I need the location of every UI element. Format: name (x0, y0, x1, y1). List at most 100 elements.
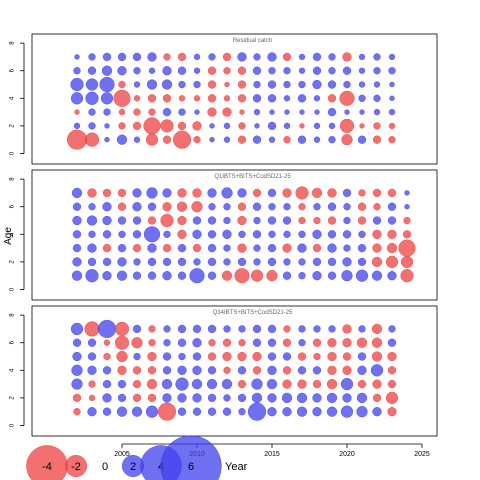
residual-bubble (282, 271, 292, 280)
residual-bubble (147, 216, 157, 225)
residual-bubble (298, 339, 306, 347)
residual-bubble (357, 365, 367, 375)
residual-bubble (313, 122, 321, 130)
residual-bubble (311, 187, 323, 199)
x-tick-label: 2020 (339, 451, 355, 458)
residual-bubble (238, 408, 246, 416)
residual-bubble (189, 268, 205, 284)
residual-bubble (237, 393, 247, 403)
legend-label: 0 (102, 461, 108, 473)
residual-bubble (117, 202, 127, 211)
residual-bubble (343, 216, 351, 225)
residual-bubble (193, 53, 201, 61)
y-axis: 0 2 4 6 8 (10, 313, 25, 427)
y-axis: 0 2 4 6 8 (10, 177, 25, 291)
residual-bubble (253, 108, 261, 116)
panel-title: Q34IBTS+BITS+CodSD21-25 (213, 310, 293, 316)
y-tick-label: 4 (10, 232, 16, 236)
residual-bubble (370, 364, 384, 377)
residual-bubble (87, 66, 97, 75)
residual-bubble (88, 394, 96, 402)
residual-bubble (252, 94, 262, 103)
residual-bubble (298, 203, 306, 211)
residual-bubble (372, 188, 382, 198)
legend-label: -4 (42, 461, 52, 473)
residual-bubble (267, 352, 277, 361)
residual-bubble (118, 230, 126, 238)
residual-bubble (313, 352, 321, 361)
residual-bubble (312, 66, 322, 75)
residual-bubble (327, 80, 337, 89)
residual-bubble (234, 268, 250, 284)
residual-bubble (371, 270, 383, 281)
residual-bubble (101, 65, 113, 76)
residual-bubble (163, 53, 171, 61)
residual-bubble (372, 216, 382, 225)
residual-bubble (388, 325, 396, 333)
residual-bubble (193, 258, 201, 266)
residual-bubble (72, 257, 82, 267)
residual-bubble (223, 67, 231, 75)
residual-bubble (342, 352, 352, 361)
residual-bubble (342, 66, 352, 75)
residual-bubble (222, 229, 232, 239)
residual-bubble (177, 188, 187, 198)
residual-bubble (71, 270, 83, 281)
residual-bubble (371, 323, 383, 335)
residual-bubble (238, 339, 246, 347)
residual-bubble (327, 257, 337, 267)
residual-bubble (371, 337, 383, 348)
residual-bubble (207, 366, 217, 375)
residual-bubble (237, 66, 247, 75)
residual-bubble (253, 80, 261, 89)
residual-bubble (177, 257, 187, 267)
residual-bubble (357, 257, 367, 267)
residual-bubble (147, 94, 157, 103)
residual-bubble (339, 90, 355, 106)
residual-bubble (282, 338, 292, 347)
residual-bubble (342, 188, 352, 198)
residual-bubble (177, 365, 187, 375)
residual-bubble (387, 366, 397, 375)
residual-bubble (237, 188, 247, 198)
residual-bubble (297, 352, 307, 361)
residual-bubble (356, 406, 368, 418)
residual-bubble (223, 325, 231, 333)
residual-bubble (342, 393, 352, 403)
residual-bubble (160, 213, 174, 228)
y-axis-label: Age (3, 227, 14, 245)
residual-bubble (267, 243, 277, 253)
residual-bubble (402, 230, 412, 239)
residual-bubble (342, 324, 352, 334)
residual-bubble (192, 407, 202, 416)
residual-bubble (284, 109, 290, 115)
residual-bubble (355, 269, 369, 282)
residual-bubble (403, 216, 411, 225)
residual-bubble (312, 229, 322, 239)
residual-bubble (387, 379, 397, 389)
residual-bubble (239, 109, 245, 115)
y-tick-label: 0 (10, 423, 16, 427)
residual-bubble (102, 366, 112, 375)
residual-bubble (387, 338, 397, 347)
residual-bubble (103, 108, 111, 116)
residual-bubble (373, 108, 381, 116)
residual-bubble (177, 52, 187, 62)
residual-bubble (85, 91, 99, 105)
residual-bubble (207, 407, 217, 416)
residual-bubble (117, 66, 127, 76)
panels: Residual catch02468Q1IBTS+BITS+CodSD21-2… (10, 33, 438, 437)
residual-bubble (102, 243, 112, 253)
residual-bubble (178, 95, 186, 102)
residual-bubble (72, 215, 82, 226)
residual-bubble (238, 122, 246, 130)
residual-bubble (282, 379, 292, 389)
residual-bubble (117, 379, 127, 389)
residual-bubble (340, 378, 354, 391)
residual-bubble (343, 80, 351, 89)
residual-bubble (193, 80, 201, 89)
residual-bubble (388, 136, 396, 144)
residual-bubble (358, 53, 366, 61)
y-tick-label: 2 (10, 260, 16, 264)
residual-bubble (267, 407, 277, 417)
